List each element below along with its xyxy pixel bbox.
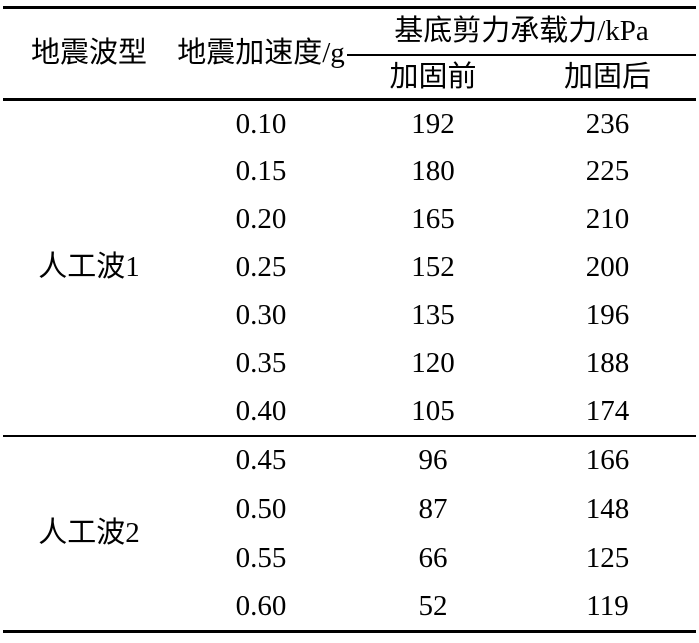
- table-row: 0.40 105 174: [3, 387, 696, 437]
- cell-before: 180: [411, 155, 455, 187]
- cell-before: 165: [411, 203, 455, 235]
- cell-acceleration: 0.25: [235, 251, 287, 283]
- table-row: 0.35 120 188: [3, 340, 696, 388]
- cell-acceleration: 0.55: [235, 541, 287, 574]
- table-row: 人工波2 0.45 96 166: [3, 436, 696, 548]
- table-row: 0.20 165 210: [3, 196, 696, 244]
- cell-acceleration: 0.15: [235, 155, 287, 187]
- table-header: 地震波型 地震加速度/g 基底剪力承载力/kPa 加固前 加固后: [3, 7, 696, 101]
- cell-before: 96: [418, 444, 448, 476]
- cell-before: 135: [411, 299, 455, 331]
- cell-before: 66: [418, 541, 448, 574]
- table-row: 0.30 135 196: [3, 292, 696, 340]
- cell-after: 119: [586, 589, 629, 622]
- cell-acceleration: 0.20: [235, 203, 287, 235]
- table-row: 0.55 66 125: [3, 534, 696, 583]
- cell-acceleration: 0.50: [235, 492, 287, 525]
- cell-after: 210: [585, 203, 630, 235]
- cell-before: 192: [411, 107, 455, 140]
- seismic-bearing-capacity-table: 地震波型 地震加速度/g 基底剪力承载力/kPa 加固前 加固后 人工波1 0.…: [3, 6, 696, 633]
- cell-after: 166: [585, 444, 630, 476]
- group-wave-1: 人工波1 0.10 192 236 0.15 180 225 0.20 165 …: [3, 99, 696, 437]
- cell-before: 52: [418, 589, 448, 622]
- table-row: 0.50 87 148: [3, 485, 696, 534]
- cell-after: 196: [585, 299, 630, 331]
- header-bearing-capacity: 基底剪力承载力/kPa: [347, 7, 696, 56]
- wave-label: 人工波1: [3, 99, 175, 437]
- group-wave-2: 人工波2 0.45 96 166 0.50 87 148 0.55 66 125…: [3, 436, 696, 632]
- table-row: 0.15 180 225: [3, 148, 696, 196]
- cell-after: 200: [585, 251, 630, 283]
- table-row: 0.25 152 200: [3, 244, 696, 292]
- cell-before: 105: [347, 387, 519, 437]
- table-row: 0.60 52 119: [3, 583, 696, 632]
- header-acceleration: 地震加速度/g: [175, 7, 347, 101]
- cell-after: 174: [519, 387, 696, 437]
- cell-acceleration: 0.35: [235, 347, 287, 379]
- cell-acceleration: 0.60: [235, 589, 287, 622]
- cell-after: 148: [585, 492, 630, 525]
- cell-after: 188: [585, 347, 630, 379]
- cell-after: 236: [585, 107, 630, 140]
- table-row: 人工波1 0.10 192 236: [3, 99, 696, 437]
- header-before-reinforcement: 加固前: [347, 55, 519, 101]
- cell-acceleration: 0.45: [235, 444, 287, 476]
- cell-acceleration: 0.30: [235, 299, 287, 331]
- cell-after: 125: [585, 541, 630, 574]
- cell-before: 87: [418, 492, 448, 525]
- header-wave-type: 地震波型: [3, 7, 175, 101]
- cell-acceleration: 0.40: [175, 387, 347, 437]
- cell-after: 225: [585, 155, 630, 187]
- cell-before: 152: [411, 251, 455, 283]
- cell-before: 120: [411, 347, 455, 379]
- cell-acceleration: 0.10: [235, 107, 287, 140]
- header-after-reinforcement: 加固后: [519, 55, 696, 101]
- wave-label: 人工波2: [38, 516, 140, 549]
